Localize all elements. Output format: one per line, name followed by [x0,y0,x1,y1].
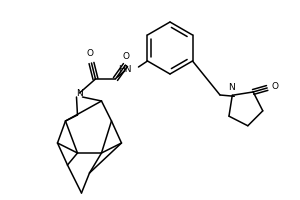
Text: O: O [271,82,278,91]
Text: O: O [87,49,94,58]
Text: O: O [123,52,130,61]
Text: HN: HN [118,64,131,73]
Text: N: N [76,88,83,98]
Text: N: N [228,83,235,92]
